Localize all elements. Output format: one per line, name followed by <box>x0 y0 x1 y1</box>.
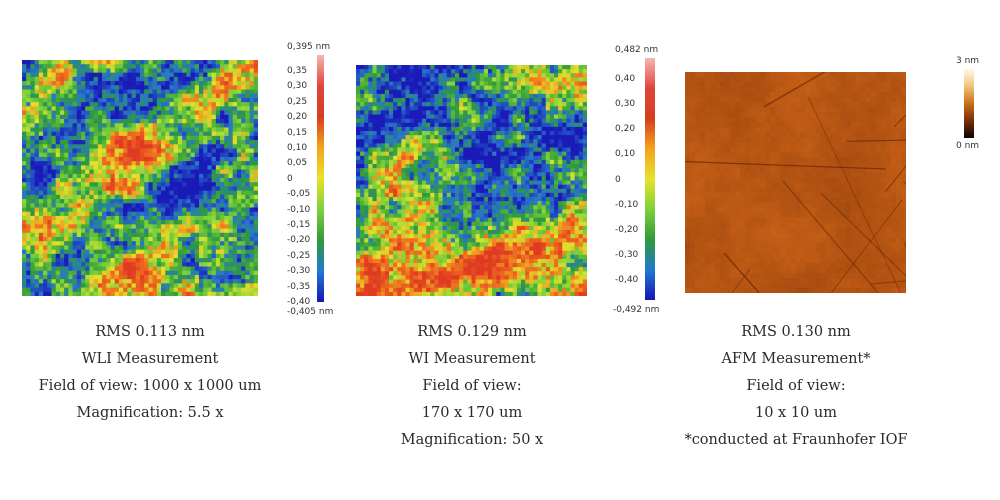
wli-tick-label: -0,05 <box>287 189 311 200</box>
wi-tick-label: 0,20 <box>615 124 636 135</box>
afm-color-scale-bar <box>964 68 974 138</box>
wli-tick-label: 0 <box>287 173 293 184</box>
wli-magnification-label: Magnification: 5.5 x <box>76 405 224 421</box>
wli-tick-label: 0,25 <box>287 96 308 107</box>
afm-caption: RMS 0.130 nm AFM Measurement* Field of v… <box>646 319 946 454</box>
wli-tick-label: -0,30 <box>287 266 311 277</box>
afm-scratch-line <box>807 96 902 293</box>
wli-tick-label: -0,40 <box>287 297 311 307</box>
wli-caption: RMS 0.113 nm WLI Measurement Field of vi… <box>0 319 300 427</box>
wi-fov-value-label: 170 x 170 um <box>421 405 523 421</box>
wli-tick-label: 0,10 <box>287 143 308 153</box>
wli-method-label: WLI Measurement <box>81 351 219 367</box>
afm-scratch-line <box>870 280 906 285</box>
wli-tick-label: 0,30 <box>287 81 308 92</box>
wli-tick-label: -0,20 <box>287 235 311 246</box>
wli-tick-label: 0,05 <box>287 158 308 169</box>
color-scale-fill <box>317 55 324 302</box>
wli-fov-label: Field of view: 1000 x 1000 um <box>38 378 262 394</box>
wli-rms-label: RMS 0.113 nm <box>95 324 205 340</box>
wi-tick-label: 0 <box>615 174 621 185</box>
wi-tick-label: 0,40 <box>615 74 636 84</box>
afm-footnote-label: *conducted at Fraunhofer IOF <box>684 432 908 448</box>
afm-scale-max-label: 3 nm <box>956 56 980 66</box>
wi-magnification-label: Magnification: 50 x <box>400 432 544 448</box>
wi-height-map <box>356 65 587 296</box>
wli-tick-label: 0,20 <box>287 112 308 123</box>
wi-rms-label: RMS 0.129 nm <box>417 324 527 340</box>
wi-caption: RMS 0.129 nm WI Measurement Field of vie… <box>322 319 622 454</box>
wi-tick-label: -0,10 <box>615 199 639 210</box>
wi-color-scale-bar <box>645 58 655 300</box>
afm-scratch-line <box>763 72 826 108</box>
wi-scale-min-label: -0,492 nm <box>613 305 660 315</box>
wi-tick-label: 0,30 <box>615 99 636 110</box>
afm-rms-label: RMS 0.130 nm <box>741 324 851 340</box>
wi-tick-label: 0,10 <box>615 149 636 160</box>
wi-scale-max-label: 0,482 nm <box>615 45 659 55</box>
wi-tick-label: -0,20 <box>615 224 639 235</box>
afm-scratch-line <box>846 139 906 142</box>
wli-tick-label: -0,35 <box>287 281 311 292</box>
wli-tick-label: -0,15 <box>287 220 311 230</box>
wli-scale-min-label: -0,405 nm <box>287 307 334 317</box>
wli-tick-label: 0,35 <box>287 66 308 76</box>
color-scale-fill <box>645 58 655 300</box>
wi-fov-label: Field of view: <box>422 378 522 394</box>
wli-scale-max-label: 0,395 nm <box>287 42 331 52</box>
wli-tick-label: 0,15 <box>287 127 308 138</box>
color-scale-fill <box>964 68 974 138</box>
wli-tick-label: -0,25 <box>287 250 311 261</box>
afm-scratch-line <box>830 199 903 293</box>
wli-color-scale-bar <box>317 55 324 302</box>
afm-method-label: AFM Measurement* <box>721 351 871 367</box>
afm-scratch-line <box>885 165 906 192</box>
afm-height-map <box>685 72 906 293</box>
wi-tick-label: -0,30 <box>615 249 639 260</box>
afm-fov-value-label: 10 x 10 um <box>755 405 837 421</box>
wi-method-label: WI Measurement <box>408 351 536 367</box>
afm-scratch-line <box>685 161 886 170</box>
afm-scratch-line <box>820 192 906 277</box>
wli-tick-label: -0,10 <box>287 204 311 215</box>
afm-scale-min-label: 0 nm <box>956 141 980 151</box>
wli-height-map <box>22 60 258 296</box>
afm-fov-label: Field of view: <box>746 378 846 394</box>
wi-tick-label: -0,40 <box>615 275 639 285</box>
